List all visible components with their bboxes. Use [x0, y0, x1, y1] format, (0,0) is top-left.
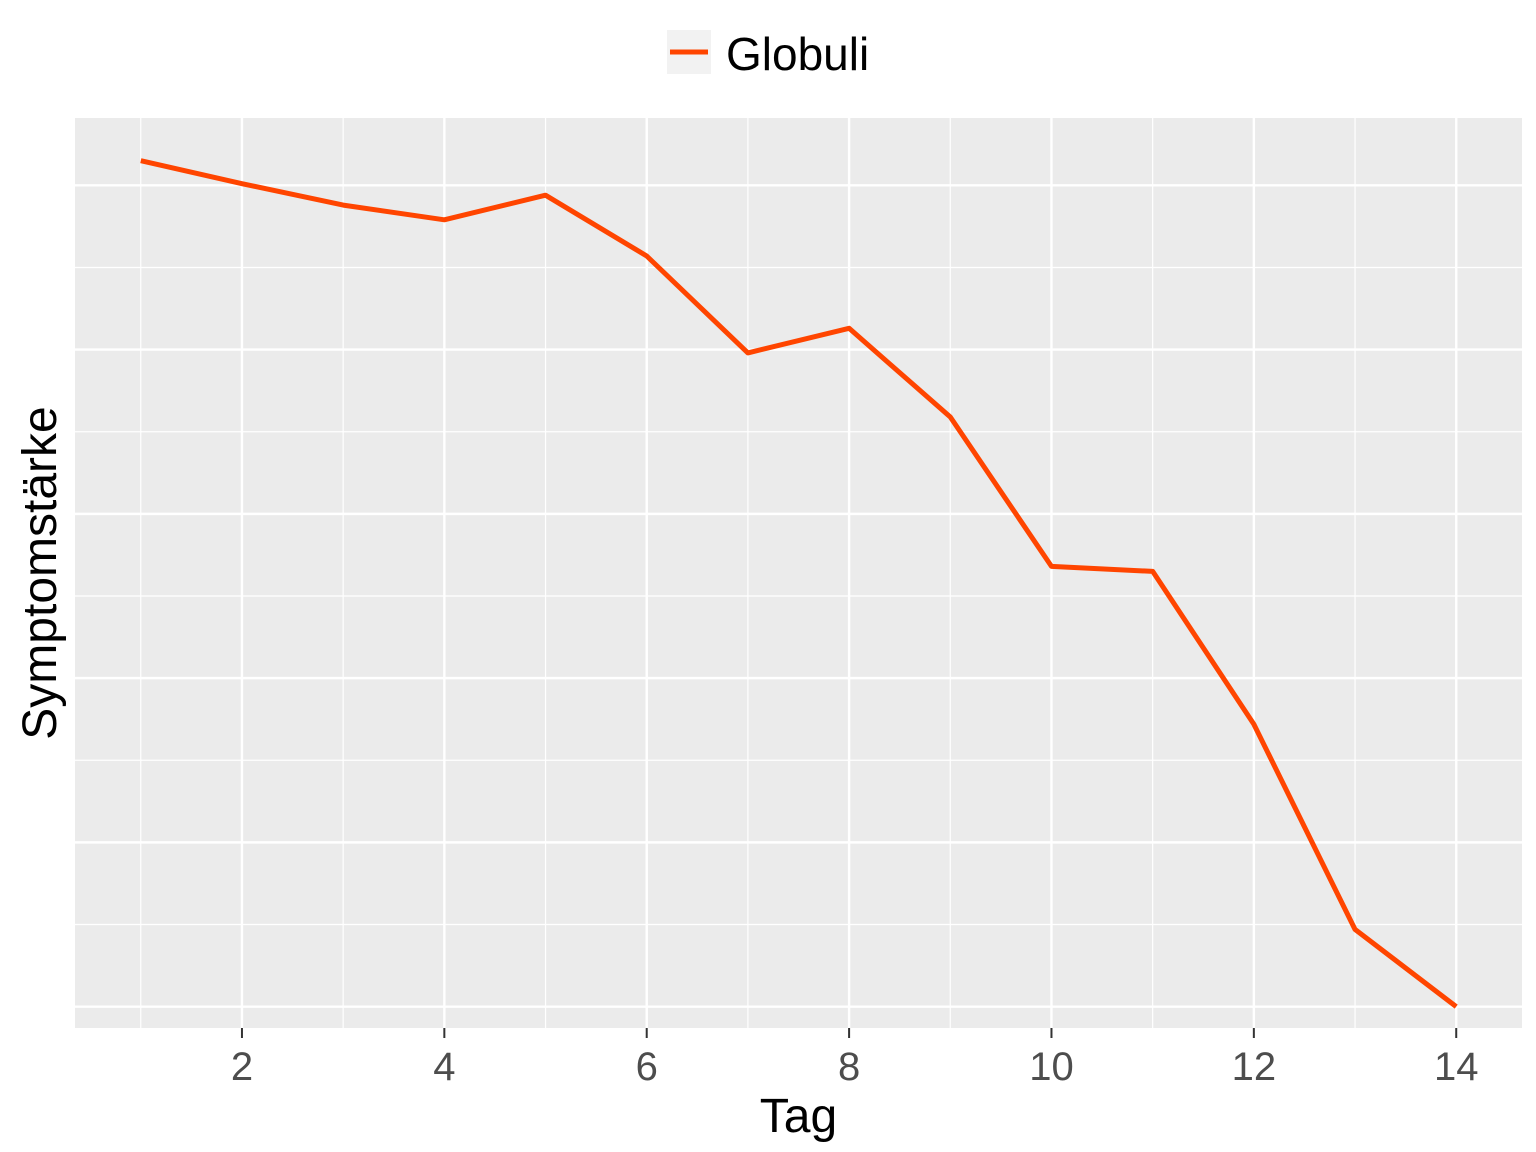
- x-axis-title: Tag: [760, 1090, 837, 1143]
- x-tick-label: 2: [231, 1045, 253, 1089]
- x-tick-label: 8: [838, 1045, 860, 1089]
- y-axis-title: Symptomstärke: [14, 406, 67, 739]
- x-tick-label: 4: [433, 1045, 455, 1089]
- series-layer: [140, 158, 1458, 1009]
- series-line-globuli: [140, 158, 1458, 1009]
- plot-panel: [75, 118, 1522, 1028]
- legend: Globuli: [667, 28, 869, 80]
- x-tick-label: 12: [1232, 1045, 1277, 1089]
- x-tick-label: 6: [636, 1045, 658, 1089]
- legend-label: Globuli: [726, 28, 869, 80]
- x-tick-label: 14: [1434, 1045, 1479, 1089]
- x-tick-label: 10: [1029, 1045, 1074, 1089]
- minor-gridlines: [75, 118, 1522, 1028]
- major-gridlines: [75, 118, 1522, 1028]
- x-axis-ticks: [240, 1028, 1458, 1038]
- x-axis-tick-labels: 2 4 6 8 10 12 14: [231, 1045, 1479, 1089]
